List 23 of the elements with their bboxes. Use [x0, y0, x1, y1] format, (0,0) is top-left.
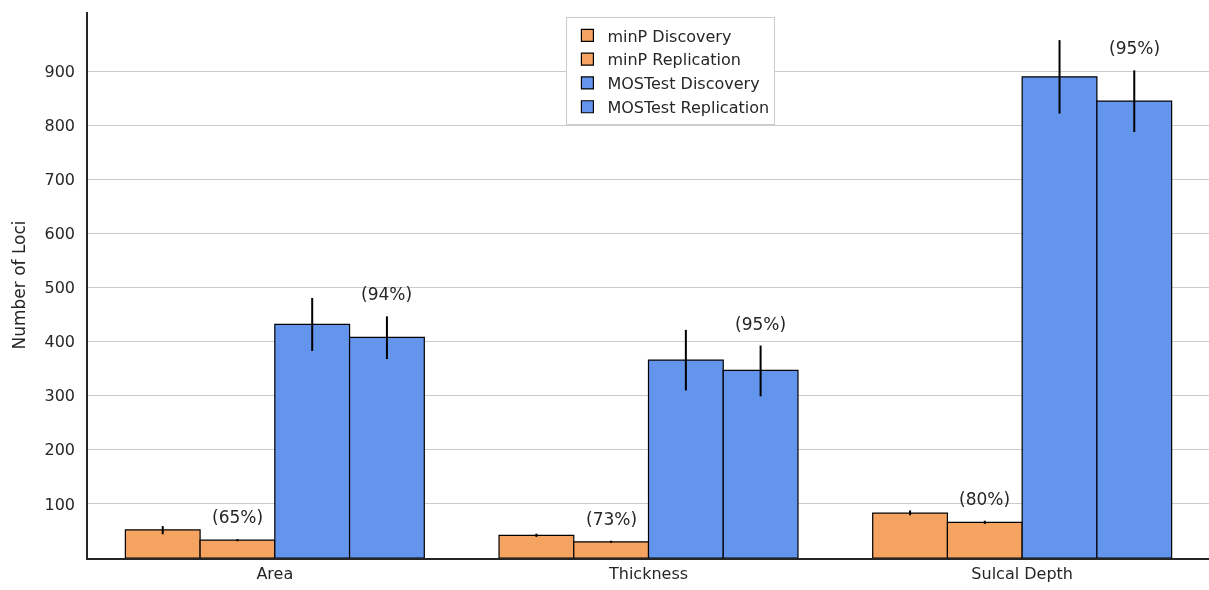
y-tick-label: 900 — [44, 62, 76, 82]
annotation: (73%) — [586, 509, 638, 529]
x-tick-label: Thickness — [607, 563, 689, 583]
y-tick-label: 400 — [44, 332, 76, 352]
x-tick-label: Area — [256, 563, 294, 583]
y-tick-label: 300 — [44, 386, 76, 406]
annotation: (94%) — [361, 284, 413, 304]
y-tick-label: 800 — [44, 116, 76, 136]
y-tick-label: 700 — [44, 170, 76, 190]
y-tick-label: 600 — [44, 224, 76, 244]
y-tick-label: 500 — [44, 278, 76, 298]
y-tick-label: 100 — [44, 494, 76, 514]
legend-label: minP Discovery — [607, 26, 732, 46]
annotation: (95%) — [735, 314, 787, 334]
annotation: (80%) — [959, 489, 1011, 509]
legend-label: MOSTest Discovery — [607, 74, 760, 94]
annotation: (65%) — [212, 507, 264, 527]
annotation: (95%) — [1109, 38, 1161, 58]
y-tick-label: 200 — [44, 440, 76, 460]
legend-label: minP Replication — [607, 50, 741, 70]
x-tick-label: Sulcal Depth — [971, 563, 1073, 583]
legend-label: MOSTest Replication — [607, 98, 770, 117]
y-axis-title: Number of Loci — [8, 220, 29, 350]
